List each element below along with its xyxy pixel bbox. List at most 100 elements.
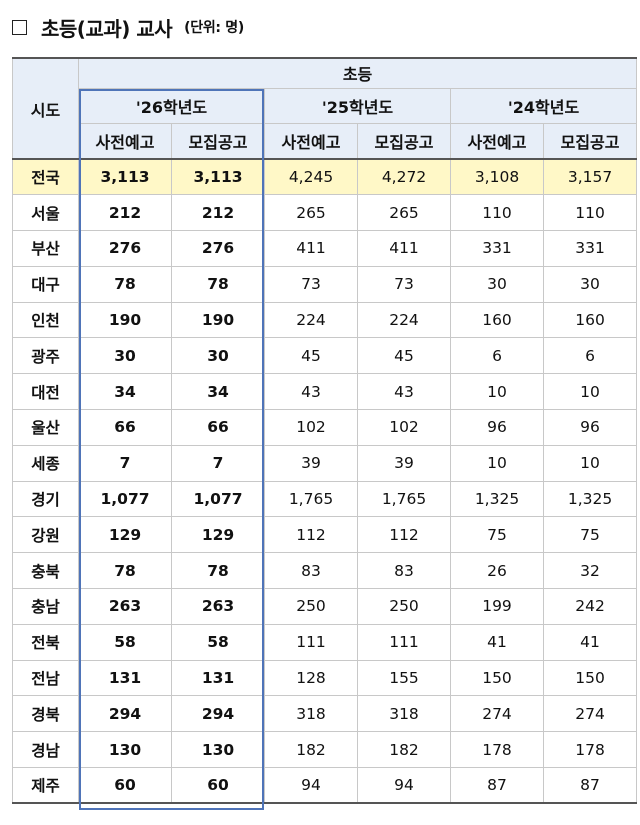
value-cell: 60: [171, 767, 265, 805]
value-cell: 150: [542, 659, 638, 697]
value-cell: 294: [171, 695, 265, 733]
value-cell: 130: [171, 731, 265, 769]
region-cell: 부산: [12, 230, 79, 267]
value-cell: 10: [450, 444, 544, 482]
subheader-preannounce: 사전예고: [78, 122, 172, 160]
value-cell: 199: [450, 588, 544, 625]
value-cell: 178: [450, 731, 544, 769]
value-cell: 1,077: [171, 480, 265, 518]
value-cell: 130: [78, 731, 172, 769]
value-cell: 78: [78, 552, 172, 590]
value-cell: 265: [357, 194, 451, 232]
value-cell: 250: [357, 588, 451, 625]
value-cell: 250: [264, 588, 358, 625]
section-title: 초등(교과) 교사: [41, 16, 173, 41]
region-cell: 광주: [12, 337, 79, 375]
value-cell: 78: [171, 552, 265, 590]
value-cell: 411: [264, 230, 358, 267]
value-cell: 4,245: [264, 158, 358, 196]
value-cell: 111: [264, 623, 358, 661]
region-cell: 경남: [12, 731, 79, 769]
value-cell: 331: [450, 230, 544, 267]
table-row: 세종 7 7 39 39 10 10: [12, 444, 638, 482]
region-cell: 충남: [12, 588, 79, 625]
value-cell: 41: [542, 623, 638, 661]
value-cell: 45: [357, 337, 451, 375]
level-header: 초등: [77, 57, 638, 89]
total-row: 전국 3,113 3,113 4,245 4,272 3,108 3,157: [12, 158, 638, 196]
region-header: 시도: [12, 57, 79, 160]
value-cell: 30: [78, 337, 172, 375]
subheader-recruitment: 모집공고: [357, 122, 451, 160]
table-row: 서울 212 212 265 265 110 110: [12, 194, 638, 232]
value-cell: 111: [357, 623, 451, 661]
value-cell: 83: [264, 552, 358, 590]
region-cell: 전남: [12, 659, 79, 697]
value-cell: 160: [450, 301, 544, 339]
table-row: 경남 130 130 182 182 178 178: [12, 731, 638, 769]
value-cell: 39: [264, 444, 358, 482]
value-cell: 224: [264, 301, 358, 339]
value-cell: 6: [450, 337, 544, 375]
value-cell: 58: [171, 623, 265, 661]
region-cell: 인천: [12, 301, 79, 339]
table-row: 인천 190 190 224 224 160 160: [12, 301, 638, 339]
value-cell: 96: [542, 409, 638, 446]
table-row: 부산 276 276 411 411 331 331: [12, 230, 638, 267]
value-cell: 276: [171, 230, 265, 267]
value-cell: 45: [264, 337, 358, 375]
value-cell: 32: [542, 552, 638, 590]
value-cell: 1,325: [542, 480, 638, 518]
value-cell: 73: [264, 265, 358, 303]
table-row: 광주 30 30 45 45 6 6: [12, 337, 638, 375]
value-cell: 39: [357, 444, 451, 482]
value-cell: 78: [78, 265, 172, 303]
table-row: 전북 58 58 111 111 41 41: [12, 623, 638, 661]
value-cell: 150: [450, 659, 544, 697]
value-cell: 43: [357, 373, 451, 411]
value-cell: 1,077: [78, 480, 172, 518]
region-cell: 충북: [12, 552, 79, 590]
table-row: 충남 263 263 250 250 199 242: [12, 588, 638, 625]
value-cell: 10: [542, 444, 638, 482]
subheader-recruitment: 모집공고: [542, 122, 638, 160]
value-cell: 212: [171, 194, 265, 232]
table-row: 경북 294 294 318 318 274 274: [12, 695, 638, 733]
value-cell: 83: [357, 552, 451, 590]
table-row: 경기 1,077 1,077 1,765 1,765 1,325 1,325: [12, 480, 638, 518]
region-cell: 울산: [12, 409, 79, 446]
value-cell: 331: [542, 230, 638, 267]
table-row: 강원 129 129 112 112 75 75: [12, 516, 638, 554]
value-cell: 1,765: [357, 480, 451, 518]
value-cell: 94: [264, 767, 358, 805]
region-cell: 전국: [12, 158, 79, 196]
checkbox-icon: [12, 19, 27, 35]
value-cell: 3,113: [171, 158, 265, 196]
value-cell: 182: [357, 731, 451, 769]
unit-label: (단위: 명): [184, 20, 244, 36]
value-cell: 190: [171, 301, 265, 339]
value-cell: 94: [357, 767, 451, 805]
value-cell: 128: [264, 659, 358, 697]
value-cell: 78: [171, 265, 265, 303]
value-cell: 294: [78, 695, 172, 733]
region-cell: 세종: [12, 444, 79, 482]
value-cell: 224: [357, 301, 451, 339]
value-cell: 178: [542, 731, 638, 769]
value-cell: 6: [542, 337, 638, 375]
value-cell: 75: [542, 516, 638, 554]
subheader-recruitment: 모집공고: [171, 122, 265, 160]
value-cell: 274: [450, 695, 544, 733]
region-cell: 경북: [12, 695, 79, 733]
table-row: 대전 34 34 43 43 10 10: [12, 373, 638, 411]
subheader-preannounce: 사전예고: [264, 122, 358, 160]
value-cell: 10: [542, 373, 638, 411]
year-header: '24학년도: [449, 87, 638, 124]
table-row: 전남 131 131 128 155 150 150: [12, 659, 638, 697]
value-cell: 212: [78, 194, 172, 232]
value-cell: 318: [357, 695, 451, 733]
value-cell: 110: [450, 194, 544, 232]
region-cell: 서울: [12, 194, 79, 232]
table-row: 제주 60 60 94 94 87 87: [12, 767, 638, 805]
value-cell: 58: [78, 623, 172, 661]
